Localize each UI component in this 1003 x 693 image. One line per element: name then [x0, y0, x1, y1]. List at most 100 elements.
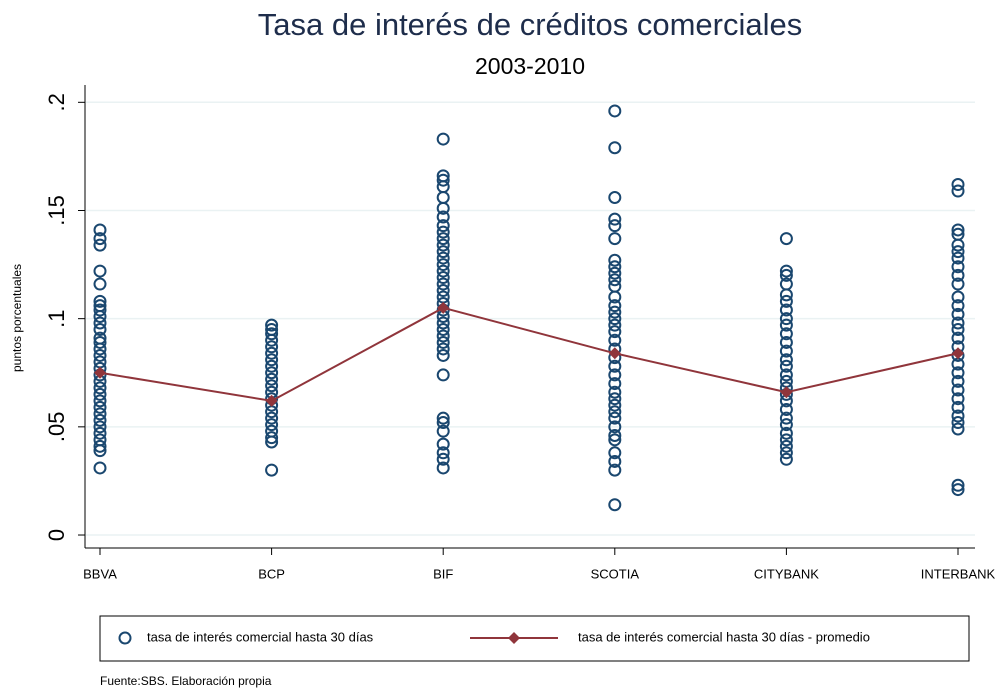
scatter-point	[265, 366, 279, 380]
scatter-point	[436, 284, 450, 298]
scatter-point	[951, 299, 965, 313]
scatter-point	[779, 335, 793, 349]
scatter-point	[951, 392, 965, 406]
scatter-point	[436, 316, 450, 330]
scatter-point	[265, 463, 279, 477]
scatter-point	[951, 268, 965, 282]
scatter-point	[608, 446, 622, 460]
scatter-point	[779, 303, 793, 317]
scatter-point	[951, 322, 965, 336]
scatter-point	[93, 277, 107, 291]
x-tick-label: BCP	[258, 566, 285, 581]
scatter-point	[436, 210, 450, 224]
scatter-point	[608, 212, 622, 226]
scatter-point	[608, 385, 622, 399]
y-tick-label: .1	[44, 309, 69, 327]
scatter-point	[779, 294, 793, 308]
scatter-point	[265, 333, 279, 347]
line-marker	[608, 347, 621, 360]
scatter-point	[436, 173, 450, 187]
scatter-point	[436, 437, 450, 451]
scatter-point	[436, 219, 450, 233]
scatter-point	[436, 225, 450, 239]
scatter-point	[608, 411, 622, 425]
scatter-point	[608, 405, 622, 419]
y-tick-label: .05	[44, 412, 69, 443]
scatter-point	[93, 439, 107, 453]
scatter-point	[436, 264, 450, 278]
scatter-point	[951, 277, 965, 291]
scatter-point	[779, 359, 793, 373]
scatter-point	[93, 322, 107, 336]
scatter-point	[93, 407, 107, 421]
scatter-point	[93, 335, 107, 349]
scatter-point	[608, 299, 622, 313]
scatter-point	[265, 353, 279, 367]
scatter-point	[608, 377, 622, 391]
line-marker	[437, 301, 450, 314]
x-tick-label: SCOTIA	[591, 566, 640, 581]
scatter-point	[436, 424, 450, 438]
scatter-point	[93, 264, 107, 278]
scatter-point	[779, 268, 793, 282]
scatter-point	[951, 184, 965, 198]
scatter-point	[779, 452, 793, 466]
scatter-point	[436, 277, 450, 291]
scatter-point	[951, 245, 965, 259]
scatter-point	[608, 333, 622, 347]
scatter-point	[608, 141, 622, 155]
legend-marker	[118, 631, 132, 645]
scatter-point	[779, 232, 793, 246]
x-tick-label: BBVA	[83, 566, 117, 581]
scatter-point	[265, 379, 279, 393]
scatter-point	[779, 288, 793, 302]
scatter-point	[436, 201, 450, 215]
scatter-point	[265, 327, 279, 341]
scatter-point	[436, 191, 450, 205]
scatter-point	[951, 478, 965, 492]
scatter-point	[93, 381, 107, 395]
scatter-point	[608, 290, 622, 304]
scatter-point	[265, 372, 279, 386]
scatter-point	[779, 318, 793, 332]
scatter-point	[93, 348, 107, 362]
scatter-point	[436, 461, 450, 475]
y-tick-label: .2	[44, 93, 69, 111]
scatter-point	[436, 368, 450, 382]
scatter-point	[436, 411, 450, 425]
scatter-point	[608, 428, 622, 442]
x-tick-label: BIF	[433, 566, 453, 581]
scatter-point	[779, 403, 793, 417]
scatter-point	[779, 411, 793, 425]
scatter-point	[951, 366, 965, 380]
scatter-point	[436, 416, 450, 430]
scatter-point	[608, 273, 622, 287]
legend-marker	[508, 632, 520, 644]
x-tick-label: CITYBANK	[754, 566, 819, 581]
scatter-point	[951, 316, 965, 330]
scatter-point	[951, 400, 965, 414]
scatter-point	[93, 238, 107, 252]
scatter-point	[608, 232, 622, 246]
scatter-point	[265, 435, 279, 449]
scatter-point	[93, 387, 107, 401]
mean-line	[99, 306, 959, 402]
scatter-point	[93, 461, 107, 475]
source-note: Fuente:SBS. Elaboración propia	[100, 674, 272, 688]
scatter-point	[93, 444, 107, 458]
scatter-point	[93, 394, 107, 408]
scatter-point	[608, 191, 622, 205]
scatter-point	[779, 439, 793, 453]
scatter-point	[436, 245, 450, 259]
scatter-point	[951, 223, 965, 237]
scatter-point	[608, 398, 622, 412]
scatter-point	[93, 420, 107, 434]
scatter-point	[779, 344, 793, 358]
scatter-point	[951, 422, 965, 436]
scatter-point	[608, 454, 622, 468]
scatter-point	[436, 342, 450, 356]
scatter-point	[951, 409, 965, 423]
scatter-point	[265, 431, 279, 445]
scatter-point	[608, 359, 622, 373]
y-tick-label: 0	[44, 529, 69, 541]
